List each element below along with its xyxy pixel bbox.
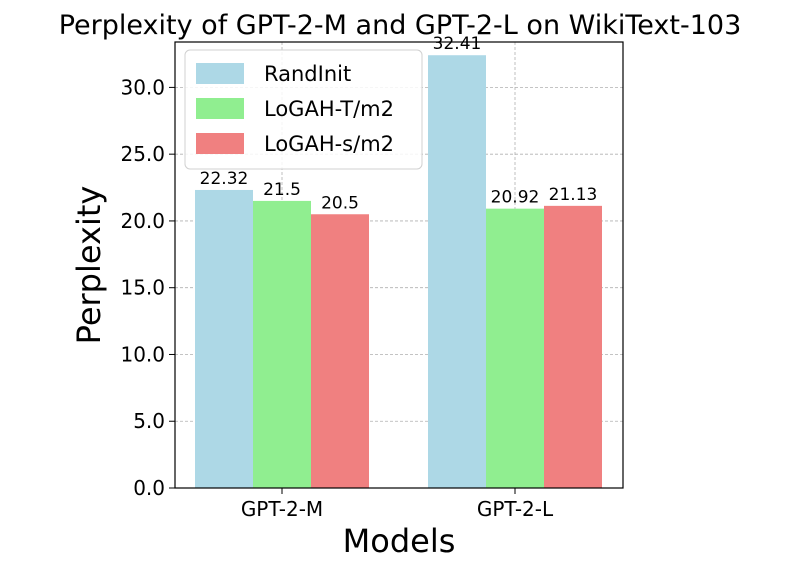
- x-tick-label: GPT-2-M: [241, 497, 323, 521]
- bar: [195, 189, 253, 488]
- legend: RandInit LoGAH-T/m2 LoGAH-s/m2: [184, 49, 423, 170]
- bar-value-label: 21.5: [263, 180, 301, 200]
- y-tick-label: 20.0: [120, 209, 165, 233]
- legend-label: RandInit: [264, 62, 351, 86]
- bar-value-label: 22.32: [200, 169, 249, 189]
- bar-value-label: 20.92: [491, 188, 540, 208]
- chart-title: Perplexity of GPT-2-M and GPT-2-L on Wik…: [59, 10, 742, 41]
- bars: [195, 55, 602, 489]
- legend-label: LoGAH-s/m2: [264, 132, 394, 156]
- legend-box: [184, 49, 423, 170]
- legend-swatch: [196, 133, 244, 154]
- bar: [428, 55, 486, 489]
- bar: [311, 214, 369, 488]
- data-labels: 22.32 32.41 21.5 20.92 20.5 21.13: [200, 34, 598, 213]
- y-axis-ticks: 0.0 5.0 10.0 15.0 20.0 25.0 30.0: [120, 75, 175, 500]
- bar: [253, 200, 311, 489]
- y-axis-title: Perplexity: [70, 186, 108, 345]
- y-tick-label: 30.0: [120, 75, 165, 99]
- bar: [486, 208, 544, 488]
- legend-label: LoGAH-T/m2: [264, 97, 394, 121]
- x-tick-label: GPT-2-L: [477, 497, 554, 521]
- y-tick-label: 25.0: [120, 142, 165, 166]
- bar-value-label: 32.41: [433, 34, 482, 54]
- plot-frame: [174, 41, 624, 489]
- x-axis-title: Models: [343, 522, 456, 560]
- y-tick-label: 10.0: [120, 342, 165, 366]
- y-tick-label: 5.0: [133, 409, 165, 433]
- y-tick-label: 0.0: [133, 476, 165, 500]
- y-tick-label: 15.0: [120, 276, 165, 300]
- x-axis-ticks: GPT-2-M GPT-2-L: [241, 488, 554, 521]
- bar-value-label: 21.13: [549, 185, 598, 205]
- bar: [544, 205, 602, 488]
- legend-swatch: [196, 63, 244, 84]
- legend-swatch: [196, 98, 244, 119]
- bar-value-label: 20.5: [321, 193, 359, 213]
